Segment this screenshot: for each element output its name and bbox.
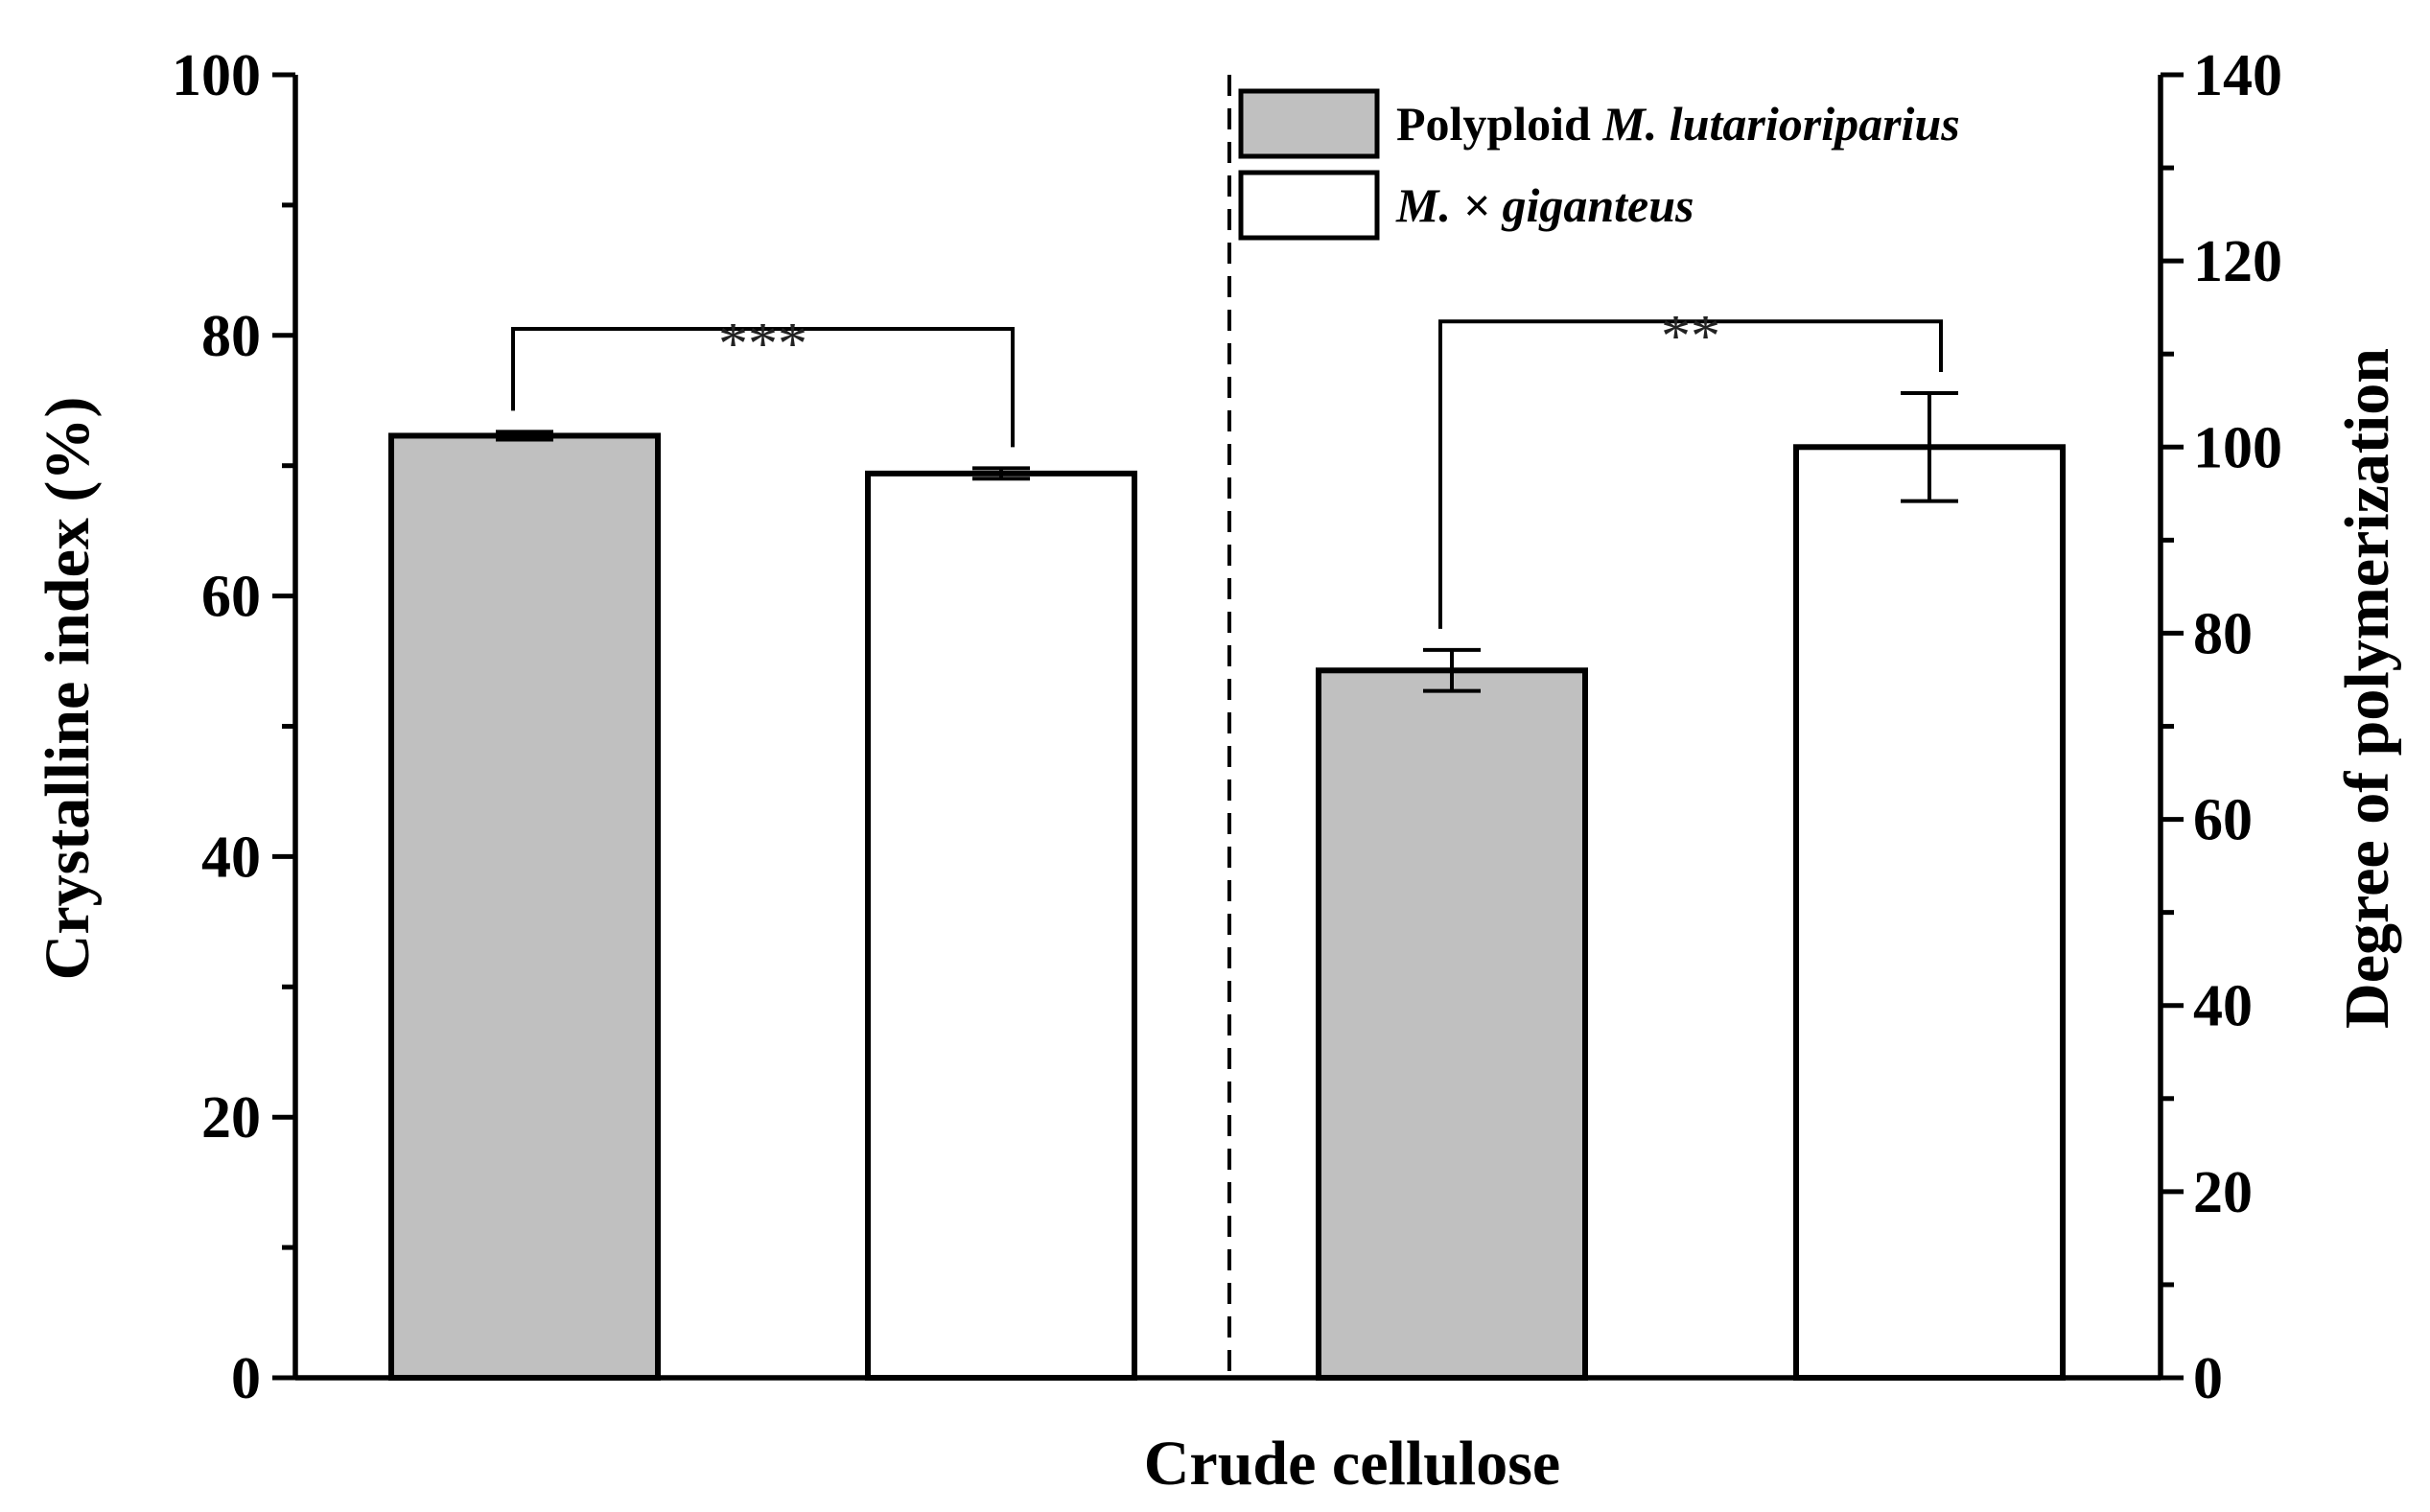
right-tick-label: 20 xyxy=(2193,1160,2253,1225)
right-tick-label: 0 xyxy=(2193,1346,2223,1411)
legend: Polyploid M. lutarioriparius M. × gigante… xyxy=(1238,88,1960,241)
legend-label: M. × giganteus xyxy=(1395,178,1694,232)
left-tick-label: 40 xyxy=(201,825,261,890)
significance-brackets: *** ** xyxy=(511,304,1943,629)
bar xyxy=(1793,444,2066,1381)
right-tick-label: 40 xyxy=(2193,974,2253,1039)
significance-label: ** xyxy=(1661,304,1720,369)
left-tick-label: 80 xyxy=(201,304,261,369)
bar xyxy=(865,470,1137,1381)
legend-swatch xyxy=(1238,170,1380,241)
left-axis-title: Crystalline index (%) xyxy=(33,397,103,981)
x-axis-title: Crude cellulose xyxy=(1144,1429,1560,1499)
significance-bracket xyxy=(511,327,1015,448)
legend-swatch xyxy=(1238,88,1380,159)
left-tick-label: 100 xyxy=(172,43,261,108)
left-tick-label: 20 xyxy=(201,1085,261,1151)
right-tick-label: 60 xyxy=(2193,788,2253,853)
bar xyxy=(388,432,661,1381)
bars xyxy=(388,390,2066,1381)
right-axis-title: Degree of polymerization xyxy=(2332,348,2402,1029)
left-tick-label: 0 xyxy=(231,1346,261,1411)
right-tick-label: 120 xyxy=(2193,229,2282,294)
left-tick-label: 60 xyxy=(201,565,261,630)
bar xyxy=(1316,667,1588,1381)
significance-bracket xyxy=(1438,319,1943,629)
legend-label: Polyploid M. lutarioriparius xyxy=(1396,97,1960,151)
right-tick-label: 100 xyxy=(2193,415,2282,480)
right-tick-label: 80 xyxy=(2193,601,2253,666)
significance-label: *** xyxy=(718,312,807,377)
right-tick-label: 140 xyxy=(2193,43,2282,108)
